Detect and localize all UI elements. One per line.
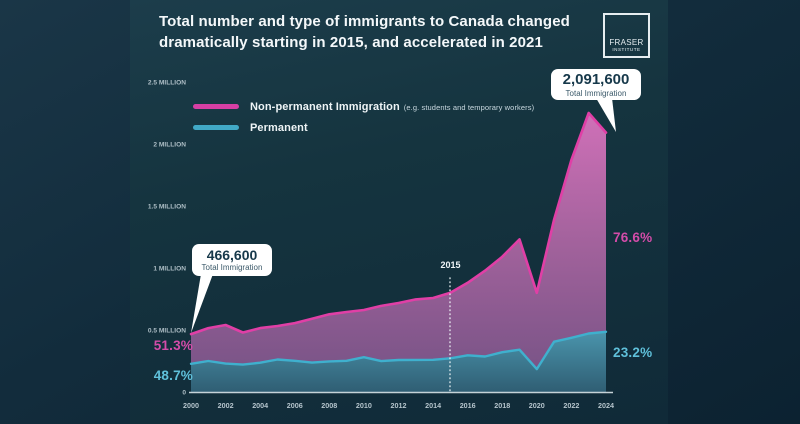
chart-title: Total number and type of immigrants to C… [159, 11, 589, 53]
share-2024-permanent: 23.2% [613, 345, 653, 360]
x-tick-label: 2000 [183, 401, 199, 410]
y-axis-labels: 0 0.5 MILLION 1 MILLION 1.5 MILLION 2 MILLIO… [148, 79, 186, 396]
legend-nonpermanent-text: Non-permanent Immigration [250, 100, 400, 113]
start-total-value: 466,600 [206, 247, 258, 264]
legend-item-nonpermanent: Non-permanent Immigration (e.g. students … [193, 96, 534, 117]
x-tick-label: 2018 [494, 401, 510, 410]
title-line-1: Total number and type of immigrants to C… [159, 13, 570, 30]
x-tick-label: 2016 [460, 401, 476, 410]
x-tick-label: 2004 [252, 401, 268, 410]
x-axis-labels: 2000 2002 2004 2006 2008 2010 2012 2014 2016 2018… [183, 401, 614, 410]
y-tick-label: 0.5 MILLION [148, 327, 186, 334]
y-tick-label: 1.5 MILLION [148, 203, 186, 210]
marker-2015-label: 2015 [440, 260, 461, 270]
logo-text-institute: INSTITUTE [612, 47, 641, 52]
legend-item-permanent: Permanent [193, 117, 534, 138]
y-tick-label: 0 [182, 389, 186, 396]
end-total-callout: 2,091,600 Total Immigration [551, 69, 641, 100]
x-tick-label: 2014 [425, 401, 441, 410]
y-tick-label: 2.5 MILLION [148, 79, 186, 86]
legend-nonpermanent-note: (e.g. students and temporary workers) [403, 102, 535, 112]
share-2000-nonpermanent: 51.3% [153, 338, 193, 353]
end-callout-tail [596, 98, 616, 132]
share-2024-nonpermanent: 76.6% [613, 230, 653, 245]
total-immigration-line [189, 111, 608, 336]
x-tick-label: 2020 [529, 401, 545, 410]
nonpermanent-area [191, 113, 606, 392]
y-tick-label: 1 MILLION [153, 265, 186, 272]
x-tick-label: 2006 [287, 401, 303, 410]
start-total-label: Total Immigration [201, 263, 263, 273]
x-tick-label: 2002 [218, 401, 234, 410]
x-tick-label: 2010 [356, 401, 372, 410]
legend-label-permanent: Permanent [250, 121, 308, 134]
permanent-swatch-icon [193, 125, 239, 130]
title-line-2: dramatically starting in 2015, and accel… [159, 34, 543, 51]
end-total-label: Total Immigration [565, 88, 627, 98]
x-tick-label: 2022 [563, 401, 579, 410]
x-tick-label: 2024 [598, 401, 614, 410]
permanent-area [191, 331, 606, 392]
logo-text-fraser: FRASER [609, 38, 644, 47]
start-total-callout: 466,600 Total Immigration [192, 244, 272, 276]
legend: Non-permanent Immigration (e.g. students … [193, 96, 534, 138]
end-total-value: 2,091,600 [562, 71, 630, 89]
x-tick-label: 2008 [321, 401, 337, 410]
start-callout-tail [191, 274, 213, 333]
y-tick-label: 2 MILLION [153, 141, 186, 148]
legend-label-nonpermanent: Non-permanent Immigration (e.g. students … [250, 101, 534, 113]
x-tick-label: 2012 [391, 401, 407, 410]
share-2000-permanent: 48.7% [153, 368, 193, 383]
stacked-areas [189, 111, 608, 392]
permanent-line [189, 330, 608, 371]
fraser-institute-logo: FRASER INSTITUTE [603, 13, 650, 58]
nonpermanent-swatch-icon [193, 104, 239, 109]
